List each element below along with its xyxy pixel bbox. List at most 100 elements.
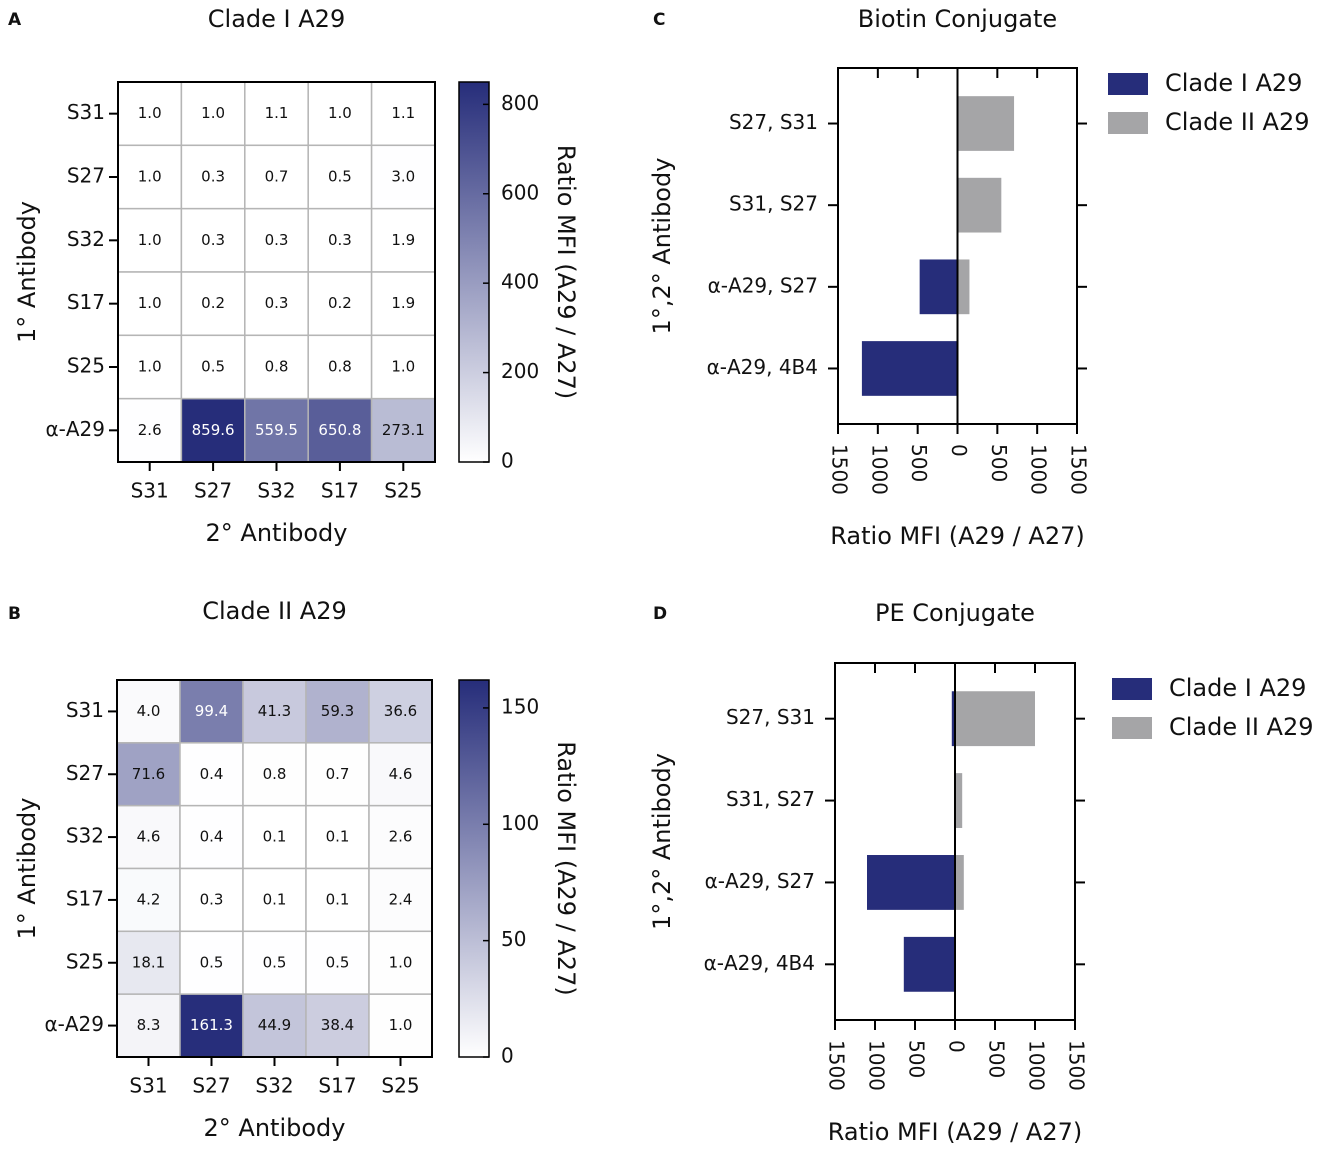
cell-label: 1.0 [138,231,162,249]
cell-label: 1.0 [201,104,225,122]
cell-label: 161.3 [190,1016,233,1034]
cell-label: 0.3 [328,231,352,249]
y-axis-label: 1°,2° Antibody [648,753,676,930]
cell-label: 99.4 [195,702,228,720]
cell-label: 4.6 [389,765,413,783]
y-axis-label: 1° Antibody [13,201,41,343]
heatmap-cell [305,867,370,933]
y-tick-label: α-A29, 4B4 [707,355,818,379]
legend-swatch [1108,73,1148,95]
cell-label: 2.6 [138,421,162,439]
cell-label: 0.4 [200,765,224,783]
cell-label: 0.8 [328,358,352,376]
cell-label: 3.0 [391,168,415,186]
y-tick-label: α-A29, 4B4 [704,951,815,975]
x-tick-label: 500 [907,444,931,482]
cell-label: 36.6 [384,702,417,720]
cell-label: 38.4 [321,1016,354,1034]
y-tick-label: α-A29 [45,417,105,441]
heatmap-cell [370,144,436,210]
heatmap-cell [116,930,181,995]
cell-label: 44.9 [258,1016,291,1034]
cell-label: 1.1 [265,104,289,122]
colorbar [458,679,490,1058]
heatmap-cell [180,397,246,463]
cell-label: 1.9 [391,231,415,249]
heatmap-cell [368,930,433,995]
x-tick-label: S17 [318,1074,356,1098]
heatmap-cell [179,930,244,995]
x-tick-label: 500 [905,1040,929,1078]
x-tick-label: 1500 [1067,444,1091,495]
x-axis-label: 2° Antibody [206,519,348,547]
chart-title: Clade I A29 [208,5,345,33]
x-axis-label: Ratio MFI (A29 / A27) [828,1118,1082,1146]
y-tick-label: S32 [67,227,105,251]
bar [903,936,955,992]
y-tick-label: α-A29, S27 [705,869,815,893]
legend-label: Clade II A29 [1169,713,1314,741]
x-tick-label: 1500 [825,1040,849,1091]
y-tick-label: S31, S27 [729,192,818,216]
cell-label: 0.3 [201,168,225,186]
cell-label: 4.6 [137,828,161,846]
y-axis-label: 1° Antibody [13,798,41,940]
bar [867,855,955,910]
x-tick-label: S27 [192,1074,230,1098]
y-tick-label: S17 [66,886,104,910]
heatmap-cell [307,207,373,273]
colorbar-tick-label: 800 [501,91,539,115]
panel-label: A [8,10,22,30]
chart-title: PE Conjugate [875,599,1035,627]
x-tick-label: S17 [321,479,359,503]
x-tick-label: 1500 [1065,1040,1089,1091]
x-tick-label: S31 [129,1074,167,1098]
cell-label: 1.1 [391,104,415,122]
cell-label: 0.5 [200,953,224,971]
colorbar-tick-label: 200 [501,359,539,383]
cell-label: 0.1 [326,890,350,908]
heatmap-cell [242,742,307,807]
x-tick-label: 500 [987,444,1011,482]
x-tick-label: S32 [255,1074,293,1098]
y-tick-label: α-A29 [44,1012,104,1036]
x-axis-label: 2° Antibody [204,1114,346,1142]
cell-label: 1.0 [138,294,162,312]
heatmap-cell [368,867,433,933]
cell-label: 0.4 [200,828,224,846]
heatmap-cell [305,804,370,870]
heatmap-cell [117,334,183,400]
x-tick-label: 0 [945,1040,969,1053]
y-tick-label: S27 [66,761,104,785]
legend-label: Clade I A29 [1165,69,1302,97]
cell-label: 1.0 [391,358,415,376]
heatmap-cell [305,742,370,807]
x-tick-label: S25 [384,479,422,503]
bar [861,341,958,396]
legend-swatch [1112,678,1152,700]
cell-label: 0.1 [263,828,287,846]
cell-label: 1.0 [138,358,162,376]
heatmap-cell [244,397,309,463]
cell-label: 0.5 [328,168,352,186]
cell-label: 0.2 [201,294,225,312]
colorbar-label: Ratio MFI (A29 / A27) [552,145,580,399]
bar [957,96,1015,151]
heatmap-cell [180,81,246,147]
y-tick-label: S32 [66,824,104,848]
cell-label: 1.0 [138,168,162,186]
cell-label: 0.7 [326,765,350,783]
cell-label: 0.8 [265,358,289,376]
heatmap-cell [244,144,309,210]
bar [955,855,964,910]
cell-label: 8.3 [137,1016,161,1034]
cell-label: 41.3 [258,702,291,720]
heatmap-cell [244,271,309,337]
legend-label: Clade II A29 [1165,108,1310,136]
cell-label: 0.5 [326,953,350,971]
heatmap-cell [179,993,244,1058]
bar [955,773,963,828]
cell-label: 71.6 [132,765,165,783]
x-tick-label: 1000 [865,1040,889,1091]
